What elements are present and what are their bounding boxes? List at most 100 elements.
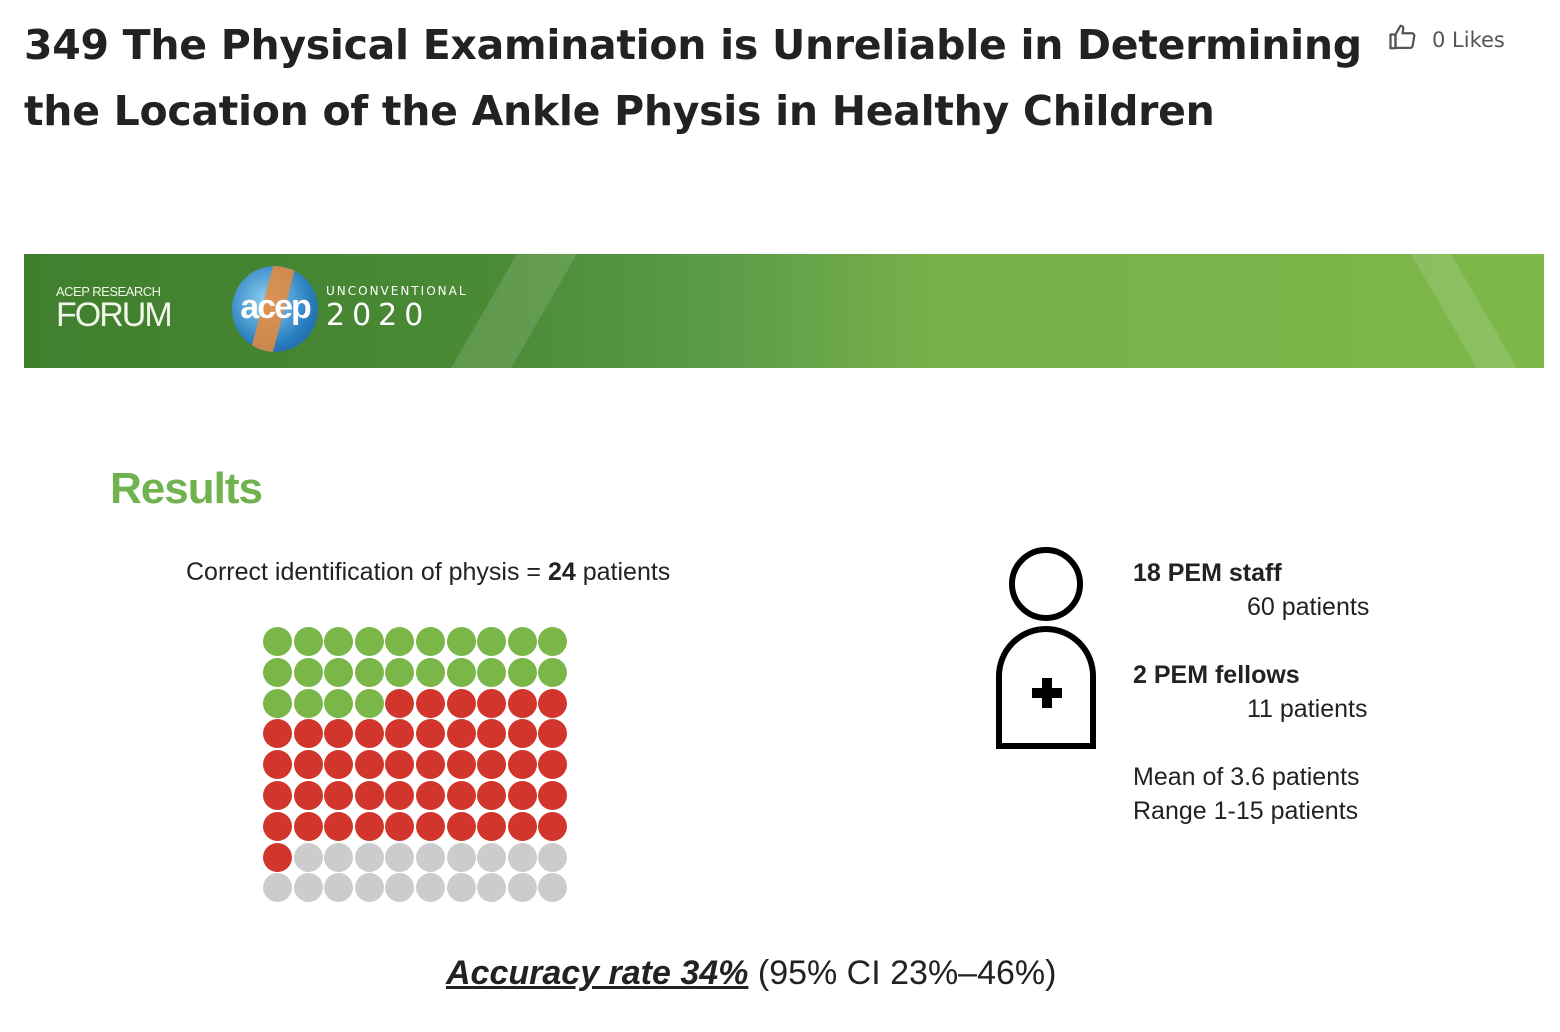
patient-dot-gray [385, 873, 415, 903]
patient-dot-red [416, 719, 445, 749]
year: 2020 [326, 298, 431, 333]
patient-dot-red [263, 842, 292, 872]
patient-dot-red [293, 719, 323, 749]
patient-dot-grid [263, 627, 573, 907]
patient-dot-gray [538, 873, 568, 903]
patient-dot-red [507, 719, 537, 749]
patient-dot-red [446, 781, 476, 810]
patient-dot-green [324, 627, 354, 656]
patient-dot-red [507, 811, 537, 841]
banner-stripe [451, 254, 577, 368]
accuracy-rate: Accuracy rate 34% (95% CI 23%–46%) [446, 954, 1057, 992]
patient-dot-red [477, 811, 507, 841]
patient-dot-gray [293, 842, 323, 872]
patient-dot-green [324, 657, 354, 687]
patient-dot-green [416, 657, 445, 687]
likes-count: 0 Likes [1432, 27, 1505, 52]
patient-dot-green [293, 657, 323, 687]
patient-dot-red [354, 811, 384, 841]
patient-dot-red [324, 781, 354, 810]
conference-banner: ACEP RESEARCH FORUM acep UNCONVENTIONAL … [24, 254, 1544, 368]
patient-dot-gray [477, 842, 507, 872]
patient-dot-red [416, 781, 445, 810]
patient-dot-red [416, 750, 445, 780]
patient-dot-red [446, 811, 476, 841]
patient-dot-red [263, 750, 292, 780]
patient-dot-gray [446, 873, 476, 903]
patient-dot-red [324, 811, 354, 841]
patient-dot-red [385, 811, 415, 841]
patient-dot-red [263, 811, 292, 841]
patient-dot-green [477, 657, 507, 687]
patient-dot-green [354, 657, 384, 687]
patient-dot-red [446, 750, 476, 780]
patient-dot-green [477, 627, 507, 656]
patient-dot-green [538, 627, 568, 656]
patient-dot-green [263, 627, 292, 656]
patient-dot-green [446, 627, 476, 656]
patient-dot-gray [354, 873, 384, 903]
patient-dot-green [507, 657, 537, 687]
patient-dot-red [263, 781, 292, 810]
patient-dot-gray [507, 873, 537, 903]
patient-dot-red [477, 688, 507, 718]
patient-dot-gray [293, 873, 323, 903]
participant-stats: 18 PEM staff 60 patients 2 PEM fellows 1… [1133, 559, 1370, 825]
patient-dot-red [385, 719, 415, 749]
patient-dot-red [538, 781, 568, 810]
acep-research-forum-logo: ACEP RESEARCH FORUM [56, 284, 173, 334]
page-title: 349 The Physical Examination is Unreliab… [24, 21, 1362, 135]
patient-dot-green [293, 627, 323, 656]
patient-dot-red [507, 781, 537, 810]
patient-dot-gray [538, 842, 568, 872]
patient-dot-gray [416, 842, 445, 872]
patient-dot-red [293, 811, 323, 841]
patient-dot-green [324, 688, 354, 718]
patient-dot-red [293, 781, 323, 810]
results-heading: Results [110, 464, 263, 513]
patient-dot-red [385, 750, 415, 780]
patient-dot-red [324, 719, 354, 749]
patient-dot-red [263, 719, 292, 749]
patient-dot-green [354, 688, 384, 718]
thumbs-up-icon [1388, 22, 1418, 57]
patient-dot-red [507, 750, 537, 780]
patient-dot-red [538, 719, 568, 749]
patient-dot-gray [507, 842, 537, 872]
patient-dot-gray [354, 842, 384, 872]
patient-dot-red [354, 781, 384, 810]
patient-dot-red [538, 688, 568, 718]
patient-dot-red [324, 750, 354, 780]
patient-dot-green [416, 627, 445, 656]
patient-dot-red [385, 781, 415, 810]
acep-globe-logo: acep [232, 266, 318, 352]
patient-dot-red [538, 811, 568, 841]
patient-dot-red [477, 750, 507, 780]
clinician-icon [994, 546, 1098, 756]
tagline: UNCONVENTIONAL [326, 284, 468, 298]
patient-dot-red [507, 688, 537, 718]
patient-dot-red [477, 719, 507, 749]
patient-dot-gray [477, 873, 507, 903]
patient-dot-gray [263, 873, 292, 903]
patient-dot-red [446, 688, 476, 718]
patient-dot-gray [446, 842, 476, 872]
patient-dot-red [416, 811, 445, 841]
patient-dot-gray [416, 873, 445, 903]
patient-dot-green [293, 688, 323, 718]
patient-dot-green [385, 627, 415, 656]
patient-dot-green [354, 627, 384, 656]
banner-stripe [1411, 254, 1517, 368]
patient-dot-gray [324, 842, 354, 872]
patient-dot-green [507, 627, 537, 656]
like-button[interactable]: 0 Likes [1388, 22, 1505, 57]
patient-dot-red [446, 719, 476, 749]
patient-dot-gray [385, 842, 415, 872]
patient-dot-red [477, 781, 507, 810]
patient-dot-green [538, 657, 568, 687]
patient-dot-red [354, 750, 384, 780]
correct-identification-text: Correct identification of physis = 24 pa… [186, 558, 671, 586]
patient-dot-red [416, 688, 445, 718]
patient-dot-red [538, 750, 568, 780]
patient-dot-green [385, 657, 415, 687]
